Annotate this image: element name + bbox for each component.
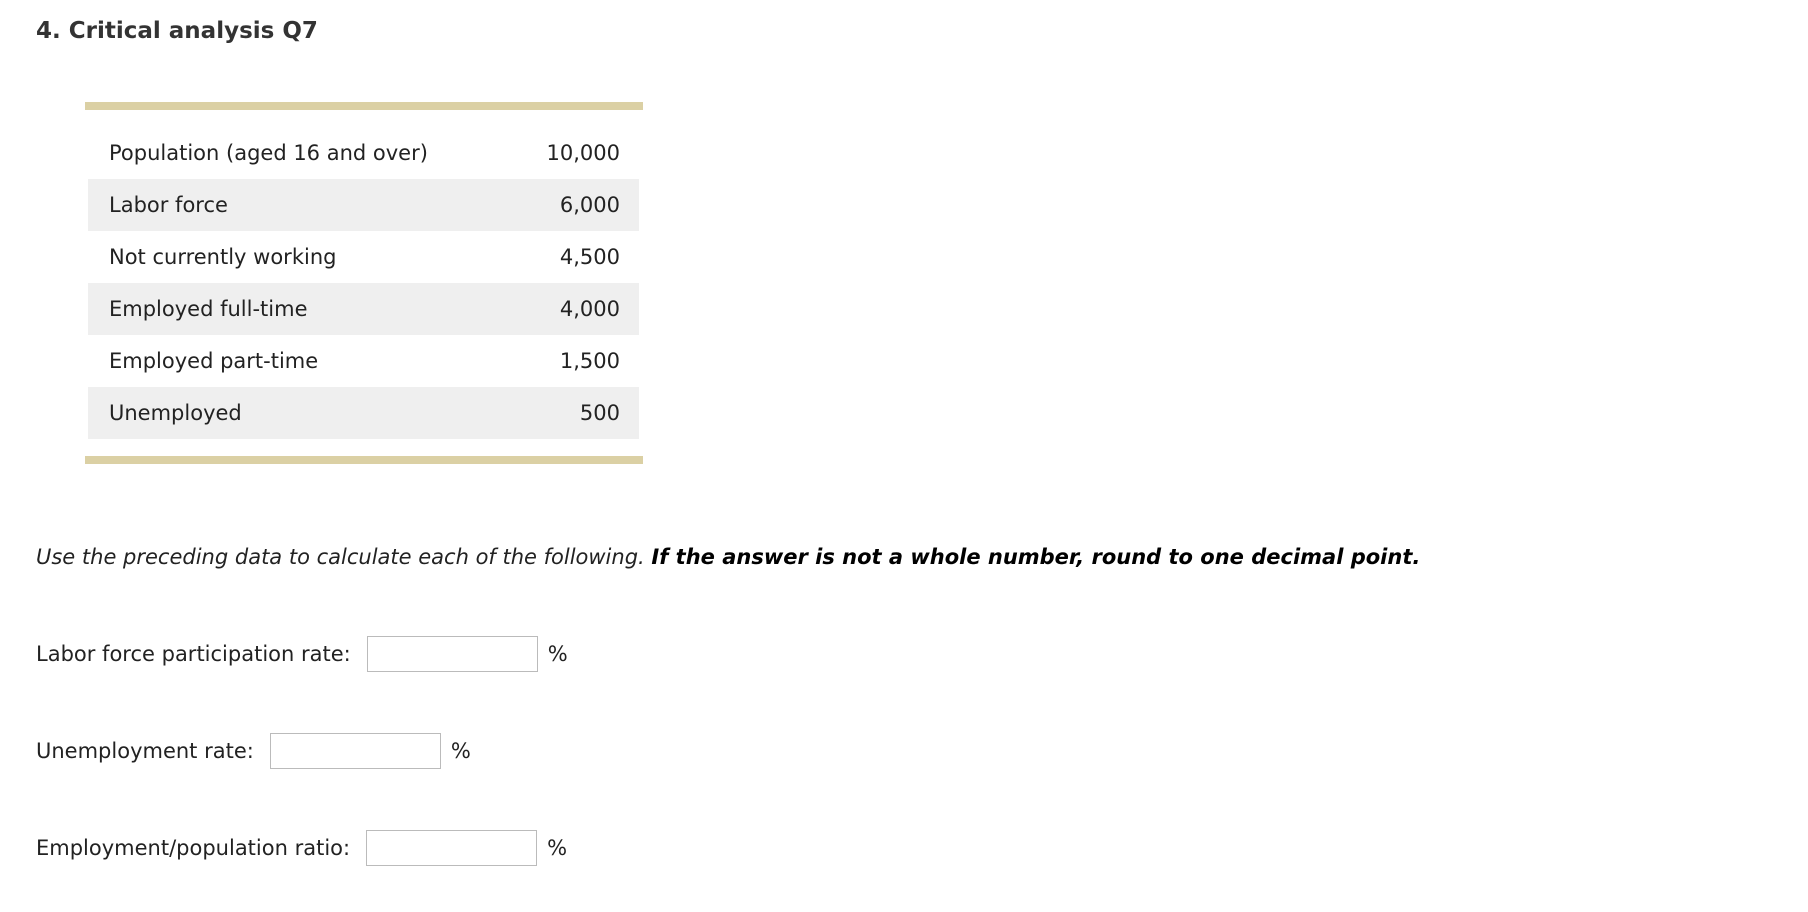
row-value: 4,000: [559, 297, 620, 321]
question-unemployment-rate: Unemployment rate: %: [36, 733, 471, 769]
unit-label: %: [547, 836, 568, 860]
unemployment-rate-input[interactable]: [269, 733, 441, 769]
question-label: Employment/population ratio:: [36, 836, 351, 860]
row-value: 10,000: [546, 141, 620, 165]
lfpr-input[interactable]: [366, 636, 538, 672]
employment-population-ratio-input[interactable]: [366, 830, 538, 866]
row-label: Not currently working: [109, 245, 337, 269]
data-table: Population (aged 16 and over) 10,000 Labo…: [88, 127, 639, 439]
row-label: Population (aged 16 and over): [109, 141, 428, 165]
table-row: Unemployed 500: [88, 387, 639, 439]
unit-label: %: [450, 739, 471, 763]
row-label: Employed full-time: [109, 297, 308, 321]
row-value: 500: [579, 401, 620, 425]
row-label: Employed part-time: [109, 349, 319, 373]
row-value: 1,500: [559, 349, 620, 373]
instructions: Use the preceding data to calculate each…: [36, 545, 1420, 569]
table-row: Labor force 6,000: [88, 179, 639, 231]
unit-label: %: [547, 642, 568, 666]
instructions-bold: If the answer is not a whole number, rou…: [651, 545, 1421, 569]
question-label: Labor force participation rate:: [36, 642, 351, 666]
table-bottom-rule: [85, 456, 643, 464]
table-row: Not currently working 4,500: [88, 231, 639, 283]
question-label: Unemployment rate:: [36, 739, 254, 763]
row-label: Unemployed: [109, 401, 242, 425]
row-value: 4,500: [559, 245, 620, 269]
row-value: 6,000: [559, 193, 620, 217]
page-title: 4. Critical analysis Q7: [36, 18, 318, 44]
row-label: Labor force: [109, 193, 228, 217]
table-top-rule: [85, 102, 643, 110]
table-row: Population (aged 16 and over) 10,000: [88, 127, 639, 179]
question-lfpr: Labor force participation rate: %: [36, 636, 568, 672]
table-row: Employed part-time 1,500: [88, 335, 639, 387]
question-employment-population-ratio: Employment/population ratio: %: [36, 830, 567, 866]
table-row: Employed full-time 4,000: [88, 283, 639, 335]
instructions-italic: Use the preceding data to calculate each…: [36, 545, 645, 569]
